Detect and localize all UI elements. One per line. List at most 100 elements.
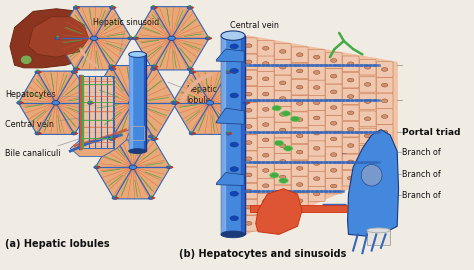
Circle shape: [152, 136, 155, 138]
Circle shape: [115, 197, 119, 199]
Circle shape: [382, 130, 388, 134]
Circle shape: [280, 97, 286, 100]
Circle shape: [313, 86, 320, 89]
Circle shape: [168, 164, 171, 166]
Polygon shape: [340, 52, 344, 193]
Circle shape: [296, 53, 303, 57]
FancyBboxPatch shape: [240, 103, 257, 118]
Circle shape: [74, 66, 77, 68]
Circle shape: [187, 68, 192, 70]
Circle shape: [109, 6, 115, 9]
Circle shape: [112, 138, 116, 140]
Polygon shape: [294, 44, 298, 212]
Circle shape: [188, 66, 191, 68]
Polygon shape: [253, 37, 256, 231]
Circle shape: [209, 37, 212, 39]
Circle shape: [187, 6, 192, 9]
Circle shape: [246, 92, 252, 96]
Polygon shape: [216, 49, 244, 62]
Circle shape: [230, 142, 238, 147]
Circle shape: [313, 131, 320, 135]
FancyBboxPatch shape: [292, 79, 308, 95]
FancyBboxPatch shape: [325, 147, 342, 163]
Polygon shape: [56, 7, 131, 70]
Polygon shape: [378, 59, 382, 176]
Circle shape: [230, 44, 238, 49]
Circle shape: [296, 85, 303, 89]
Circle shape: [296, 102, 303, 105]
Circle shape: [170, 166, 173, 168]
Circle shape: [152, 197, 155, 199]
Text: Branch of: Branch of: [402, 148, 440, 157]
Polygon shape: [264, 39, 268, 226]
Polygon shape: [371, 58, 374, 179]
Circle shape: [89, 100, 91, 102]
FancyBboxPatch shape: [325, 131, 342, 147]
FancyBboxPatch shape: [342, 105, 359, 121]
FancyBboxPatch shape: [240, 38, 257, 53]
Circle shape: [230, 93, 238, 98]
Circle shape: [111, 66, 114, 68]
FancyBboxPatch shape: [376, 93, 393, 109]
Polygon shape: [382, 60, 386, 174]
Bar: [80, 76, 114, 148]
FancyBboxPatch shape: [274, 169, 291, 185]
FancyBboxPatch shape: [309, 156, 325, 171]
Polygon shape: [359, 56, 363, 184]
Circle shape: [296, 69, 303, 73]
Circle shape: [246, 60, 252, 64]
Polygon shape: [386, 60, 390, 172]
Polygon shape: [310, 47, 313, 206]
Circle shape: [280, 191, 286, 195]
FancyBboxPatch shape: [240, 183, 257, 199]
Circle shape: [313, 146, 320, 150]
Circle shape: [246, 44, 252, 48]
Circle shape: [227, 131, 229, 132]
Circle shape: [174, 102, 178, 104]
Circle shape: [274, 140, 283, 146]
FancyBboxPatch shape: [325, 163, 342, 178]
Polygon shape: [306, 46, 310, 208]
Polygon shape: [298, 45, 302, 211]
Circle shape: [330, 106, 337, 109]
Circle shape: [151, 137, 157, 140]
Circle shape: [192, 132, 196, 134]
Circle shape: [246, 108, 252, 112]
Circle shape: [263, 168, 269, 172]
FancyBboxPatch shape: [342, 122, 359, 137]
Ellipse shape: [128, 52, 146, 57]
Circle shape: [296, 134, 303, 138]
Circle shape: [244, 101, 249, 104]
Circle shape: [89, 101, 95, 104]
Circle shape: [365, 100, 371, 103]
Circle shape: [313, 101, 320, 104]
FancyBboxPatch shape: [274, 75, 291, 91]
FancyBboxPatch shape: [359, 59, 376, 75]
Polygon shape: [328, 50, 333, 197]
FancyBboxPatch shape: [257, 117, 274, 132]
Circle shape: [189, 70, 194, 74]
FancyBboxPatch shape: [376, 62, 393, 77]
Circle shape: [171, 101, 176, 104]
Polygon shape: [390, 61, 393, 171]
Circle shape: [382, 83, 388, 87]
FancyBboxPatch shape: [257, 178, 274, 194]
Polygon shape: [18, 71, 93, 134]
Circle shape: [228, 71, 232, 73]
Circle shape: [245, 100, 247, 102]
FancyBboxPatch shape: [257, 40, 274, 56]
FancyBboxPatch shape: [240, 86, 257, 102]
Circle shape: [112, 135, 118, 138]
Circle shape: [313, 116, 320, 120]
Ellipse shape: [367, 228, 390, 233]
Circle shape: [347, 111, 354, 115]
Circle shape: [280, 65, 286, 69]
Circle shape: [153, 64, 155, 66]
Circle shape: [263, 153, 269, 157]
FancyBboxPatch shape: [359, 77, 376, 92]
Circle shape: [111, 5, 114, 6]
FancyBboxPatch shape: [257, 208, 274, 224]
Polygon shape: [363, 56, 367, 182]
Circle shape: [230, 167, 238, 171]
Polygon shape: [283, 42, 287, 218]
